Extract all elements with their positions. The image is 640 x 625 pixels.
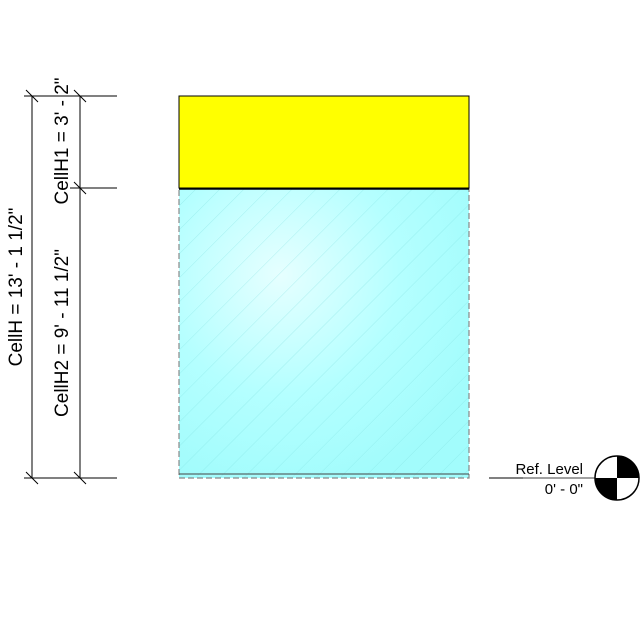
lower-cell-height-label: CellH2 = 9' - 11 1/2" — [52, 249, 73, 417]
dimension-total-height[interactable]: CellH = 13' - 1 1/2" — [6, 89, 117, 485]
level-name: Ref. Level — [515, 461, 583, 478]
level-head-icon — [594, 455, 640, 501]
upper-cell-height-label: CellH1 = 3' - 2" — [52, 77, 73, 204]
total-height-label: CellH = 13' - 1 1/2" — [6, 208, 27, 367]
level-elevation: 0' - 0" — [545, 481, 583, 498]
lower-cell-panel[interactable] — [178, 187, 470, 479]
dimension-cell-heights[interactable]: CellH1 = 3' - 2" CellH2 = 9' - 11 1/2" — [52, 77, 117, 485]
upper-cell-panel[interactable] — [178, 95, 470, 190]
reference-level[interactable]: Ref. Level 0' - 0" — [489, 455, 640, 501]
